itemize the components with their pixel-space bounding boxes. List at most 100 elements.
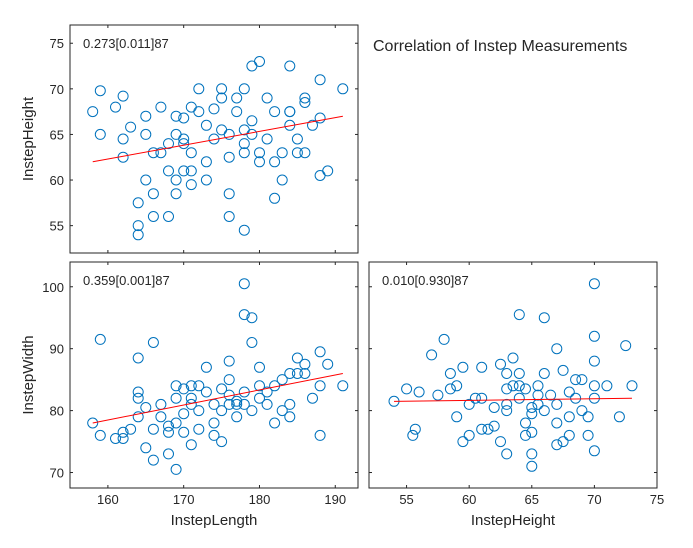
- data-point: [132, 386, 144, 398]
- data-point: [231, 411, 243, 423]
- data-point: [163, 426, 174, 438]
- data-point: [261, 133, 273, 145]
- data-point: [513, 368, 525, 379]
- data-point: [276, 405, 288, 417]
- data-point: [223, 151, 235, 163]
- data-point: [147, 147, 159, 159]
- data-point: [551, 343, 563, 355]
- data-point: [588, 355, 600, 367]
- data-point: [170, 463, 182, 475]
- data-point: [140, 110, 152, 122]
- data-point: [155, 411, 167, 423]
- data-point: [208, 103, 220, 115]
- panel-bottom-left: 160 170 180 190 70 80 90 100 0.359[0.001]87 Inste…: [20, 261, 359, 529]
- data-point: [299, 358, 311, 370]
- data-point: [231, 395, 243, 407]
- y-tick-label: 70: [50, 466, 64, 481]
- panel-top-left: 55 60 65 70 75 0.273[0.011]87 InstepHeight: [20, 24, 359, 254]
- fit-line: [92, 115, 343, 163]
- data-point: [132, 352, 144, 364]
- data-point: [117, 90, 129, 102]
- data-point: [254, 380, 265, 392]
- y-tick-label: 65: [50, 127, 64, 142]
- data-point: [200, 174, 212, 186]
- data-point: [284, 106, 296, 118]
- x-tick-label: 160: [97, 492, 119, 507]
- y-axis-label: InstepHeight: [20, 96, 37, 181]
- data-point: [269, 417, 281, 429]
- x-tick-label: 60: [462, 492, 476, 507]
- data-point: [307, 119, 318, 131]
- axes-box: [69, 261, 359, 489]
- data-point: [261, 398, 273, 410]
- data-point: [238, 138, 250, 150]
- data-point: [557, 436, 569, 448]
- data-point: [501, 383, 513, 395]
- data-point: [563, 411, 575, 423]
- data-point: [117, 426, 129, 438]
- data-point: [588, 380, 600, 392]
- data-point: [185, 179, 197, 191]
- data-point: [322, 358, 334, 370]
- data-point: [488, 402, 500, 413]
- data-point: [276, 147, 288, 159]
- data-point: [545, 389, 557, 401]
- data-point: [526, 402, 538, 413]
- data-point: [238, 224, 250, 236]
- data-point: [238, 278, 250, 290]
- data-point: [193, 83, 205, 95]
- data-point: [132, 229, 144, 241]
- data-point: [563, 429, 575, 441]
- data-point: [223, 398, 235, 410]
- data-point: [451, 411, 463, 423]
- data-point: [147, 188, 159, 200]
- data-point: [526, 460, 538, 472]
- data-point: [223, 211, 235, 222]
- data-point: [337, 83, 349, 95]
- fit-line: [92, 372, 343, 424]
- x-axis-label: InstepHeight: [471, 512, 556, 529]
- data-point: [155, 147, 167, 159]
- data-point: [314, 346, 326, 358]
- data-point: [147, 211, 159, 222]
- data-point: [613, 411, 625, 423]
- data-point: [588, 330, 600, 342]
- data-point: [246, 115, 258, 127]
- data-point: [231, 106, 243, 118]
- data-point: [193, 423, 205, 435]
- data-point: [520, 417, 531, 429]
- data-point: [178, 408, 190, 420]
- x-tick-label: 180: [249, 492, 271, 507]
- y-tick-label: 90: [50, 342, 64, 357]
- panel-bottom-right: 55 60 65 70 75 0.010[0.930]87 InstepHeight: [368, 261, 664, 529]
- data-point: [291, 352, 303, 364]
- data-point: [223, 355, 235, 367]
- y-tick-label: 100: [42, 280, 64, 295]
- fit-line: [394, 397, 632, 402]
- data-point: [216, 83, 228, 95]
- data-point: [140, 442, 152, 454]
- data-point: [170, 188, 182, 200]
- data-point: [246, 337, 258, 348]
- data-point: [299, 97, 311, 108]
- data-point: [401, 383, 413, 395]
- data-point: [208, 417, 220, 429]
- data-point: [193, 380, 205, 392]
- data-point: [94, 429, 106, 441]
- data-point: [254, 147, 265, 159]
- data-point: [314, 429, 326, 441]
- data-point: [208, 429, 220, 441]
- data-point: [163, 211, 174, 222]
- y-tick-label: 60: [50, 173, 64, 188]
- data-point: [231, 92, 243, 104]
- data-point: [185, 147, 197, 159]
- data-point: [501, 448, 513, 460]
- data-point: [501, 368, 513, 379]
- data-point: [576, 374, 588, 386]
- data-point: [223, 374, 235, 386]
- data-point: [557, 364, 569, 376]
- data-point: [620, 340, 632, 352]
